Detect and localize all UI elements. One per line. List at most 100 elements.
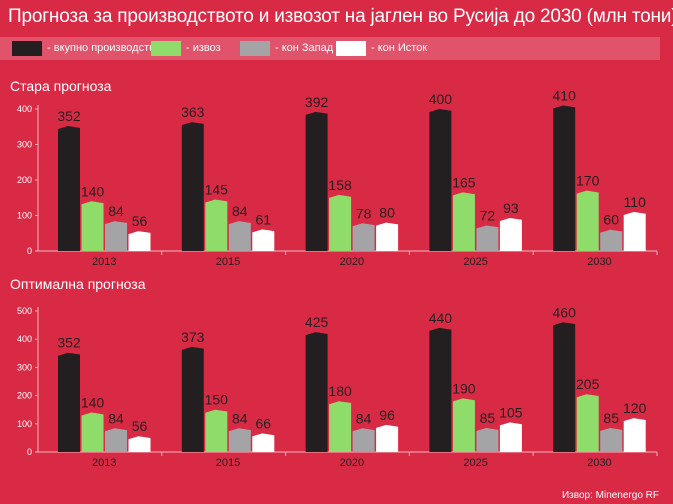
panel-title-old-forecast: Стара прогноза <box>10 78 112 94</box>
y-tick-label: 300 <box>17 362 32 372</box>
bar-total <box>58 352 80 452</box>
chart-title: Прогноза за производството и извозот на … <box>8 6 673 27</box>
bar-east <box>128 436 151 452</box>
bar-west <box>105 221 127 251</box>
legend-swatch-total <box>12 41 42 56</box>
x-category-label: 2015 <box>216 457 240 469</box>
bar-west <box>228 221 251 251</box>
y-tick-label: 200 <box>17 391 32 401</box>
x-category-label: 2013 <box>92 457 116 469</box>
data-label-total: 352 <box>57 335 81 351</box>
bar-east <box>376 424 399 452</box>
y-tick-label: 500 <box>17 306 32 316</box>
bar-east <box>376 222 399 251</box>
y-tick-label: 100 <box>17 419 32 429</box>
data-label-total: 373 <box>181 329 205 345</box>
data-label-west: 84 <box>356 410 372 426</box>
bar-west <box>352 223 375 251</box>
x-category-label: 2020 <box>340 457 364 469</box>
x-category-label: 2025 <box>463 256 487 268</box>
data-label-east: 110 <box>624 194 647 210</box>
data-label-total: 392 <box>305 94 329 110</box>
data-label-export: 180 <box>328 383 352 399</box>
y-tick-label: 100 <box>17 211 32 221</box>
bar-total <box>181 122 204 251</box>
bar-east <box>623 418 646 452</box>
data-label-west: 85 <box>480 410 496 426</box>
bar-total <box>429 327 452 452</box>
x-category-label: 2013 <box>92 256 116 268</box>
bar-export <box>576 394 599 452</box>
data-label-west: 84 <box>108 203 124 219</box>
panel-title-optimal-forecast: Оптимална прогноза <box>10 276 146 292</box>
data-label-east: 56 <box>132 213 148 229</box>
bar-west <box>228 428 251 452</box>
bar-export <box>81 412 104 452</box>
data-label-total: 440 <box>429 310 453 326</box>
data-label-west: 85 <box>603 410 619 426</box>
bar-export <box>452 398 475 452</box>
bar-export <box>205 409 228 452</box>
x-category-label: 2015 <box>216 256 240 268</box>
bar-east <box>252 229 275 251</box>
bar-east <box>623 211 646 251</box>
x-category-label: 2030 <box>587 457 611 469</box>
data-label-total: 425 <box>305 314 329 330</box>
data-label-export: 165 <box>452 174 476 190</box>
bar-total <box>305 332 328 452</box>
bar-total <box>181 346 204 452</box>
legend-label-east: - кон Исток <box>371 42 428 54</box>
bar-east <box>128 231 151 251</box>
bar-export <box>205 199 228 251</box>
bar-export <box>576 190 599 251</box>
data-label-total: 400 <box>429 91 453 107</box>
data-label-east: 61 <box>256 211 272 227</box>
y-tick-label: 200 <box>17 175 32 185</box>
bar-export <box>329 194 352 251</box>
data-label-export: 158 <box>328 177 352 193</box>
data-label-export: 205 <box>576 376 600 392</box>
bar-east <box>499 217 522 251</box>
data-label-west: 84 <box>108 410 124 426</box>
y-tick-label: 400 <box>17 334 32 344</box>
legend-swatch-east <box>336 41 366 56</box>
data-label-west: 60 <box>603 212 619 228</box>
data-label-east: 56 <box>132 418 148 434</box>
bar-east <box>499 422 522 452</box>
y-tick-label: 0 <box>27 246 32 256</box>
legend-label-west: - кон Запад <box>275 42 334 54</box>
bar-export <box>452 192 475 251</box>
data-label-east: 120 <box>623 400 647 416</box>
data-label-west: 72 <box>480 207 496 223</box>
data-label-west: 84 <box>232 410 248 426</box>
bar-export <box>329 401 352 452</box>
bar-total <box>553 322 576 452</box>
legend-swatch-export <box>151 41 181 56</box>
bar-west <box>600 229 623 251</box>
data-label-total: 460 <box>553 304 577 320</box>
bar-west <box>352 428 375 452</box>
bar-total <box>429 109 452 251</box>
bar-west <box>600 428 623 452</box>
data-label-east: 80 <box>379 205 395 221</box>
legend-swatch-west <box>240 41 270 56</box>
data-label-export: 140 <box>81 183 105 199</box>
data-label-total: 363 <box>181 104 205 120</box>
bar-west <box>105 428 127 452</box>
y-tick-label: 300 <box>17 140 32 150</box>
data-label-export: 170 <box>576 173 600 189</box>
data-label-east: 105 <box>499 404 523 420</box>
x-category-label: 2020 <box>340 256 364 268</box>
legend: - вкупно производство - извоз - кон Запа… <box>0 37 660 60</box>
x-category-label: 2030 <box>587 256 611 268</box>
legend-label-export: - извоз <box>186 42 221 54</box>
data-label-export: 150 <box>205 392 229 408</box>
data-label-west: 84 <box>232 203 248 219</box>
x-category-label: 2025 <box>463 457 487 469</box>
data-label-total: 352 <box>57 108 81 124</box>
data-label-east: 93 <box>503 200 519 216</box>
source-note: Извор: Minenergo RF <box>561 490 659 501</box>
data-label-export: 190 <box>452 380 476 396</box>
data-label-export: 140 <box>81 395 105 411</box>
